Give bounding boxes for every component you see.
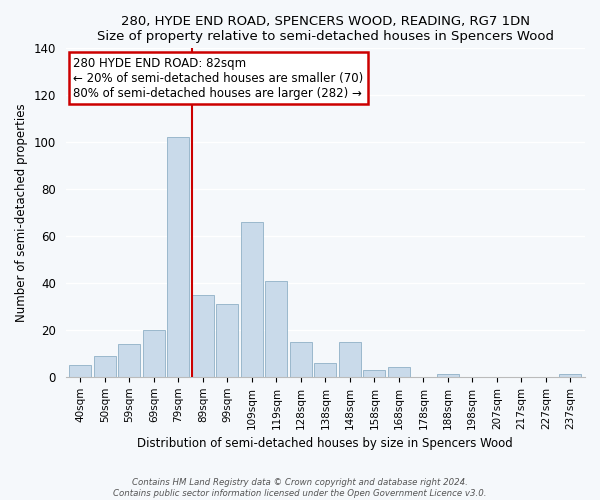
Bar: [363, 370, 385, 377]
Bar: [192, 294, 214, 377]
X-axis label: Distribution of semi-detached houses by size in Spencers Wood: Distribution of semi-detached houses by …: [137, 437, 513, 450]
Bar: [265, 280, 287, 377]
Bar: [70, 365, 91, 377]
Title: 280, HYDE END ROAD, SPENCERS WOOD, READING, RG7 1DN
Size of property relative to: 280, HYDE END ROAD, SPENCERS WOOD, READI…: [97, 15, 554, 43]
Bar: [290, 342, 312, 377]
Bar: [217, 304, 238, 377]
Bar: [559, 374, 581, 377]
Bar: [388, 368, 410, 377]
Text: Contains HM Land Registry data © Crown copyright and database right 2024.
Contai: Contains HM Land Registry data © Crown c…: [113, 478, 487, 498]
Bar: [241, 222, 263, 377]
Bar: [314, 362, 337, 377]
Bar: [339, 342, 361, 377]
Bar: [143, 330, 165, 377]
Bar: [94, 356, 116, 377]
Y-axis label: Number of semi-detached properties: Number of semi-detached properties: [15, 104, 28, 322]
Bar: [167, 138, 190, 377]
Bar: [118, 344, 140, 377]
Bar: [437, 374, 459, 377]
Text: 280 HYDE END ROAD: 82sqm
← 20% of semi-detached houses are smaller (70)
80% of s: 280 HYDE END ROAD: 82sqm ← 20% of semi-d…: [73, 56, 364, 100]
